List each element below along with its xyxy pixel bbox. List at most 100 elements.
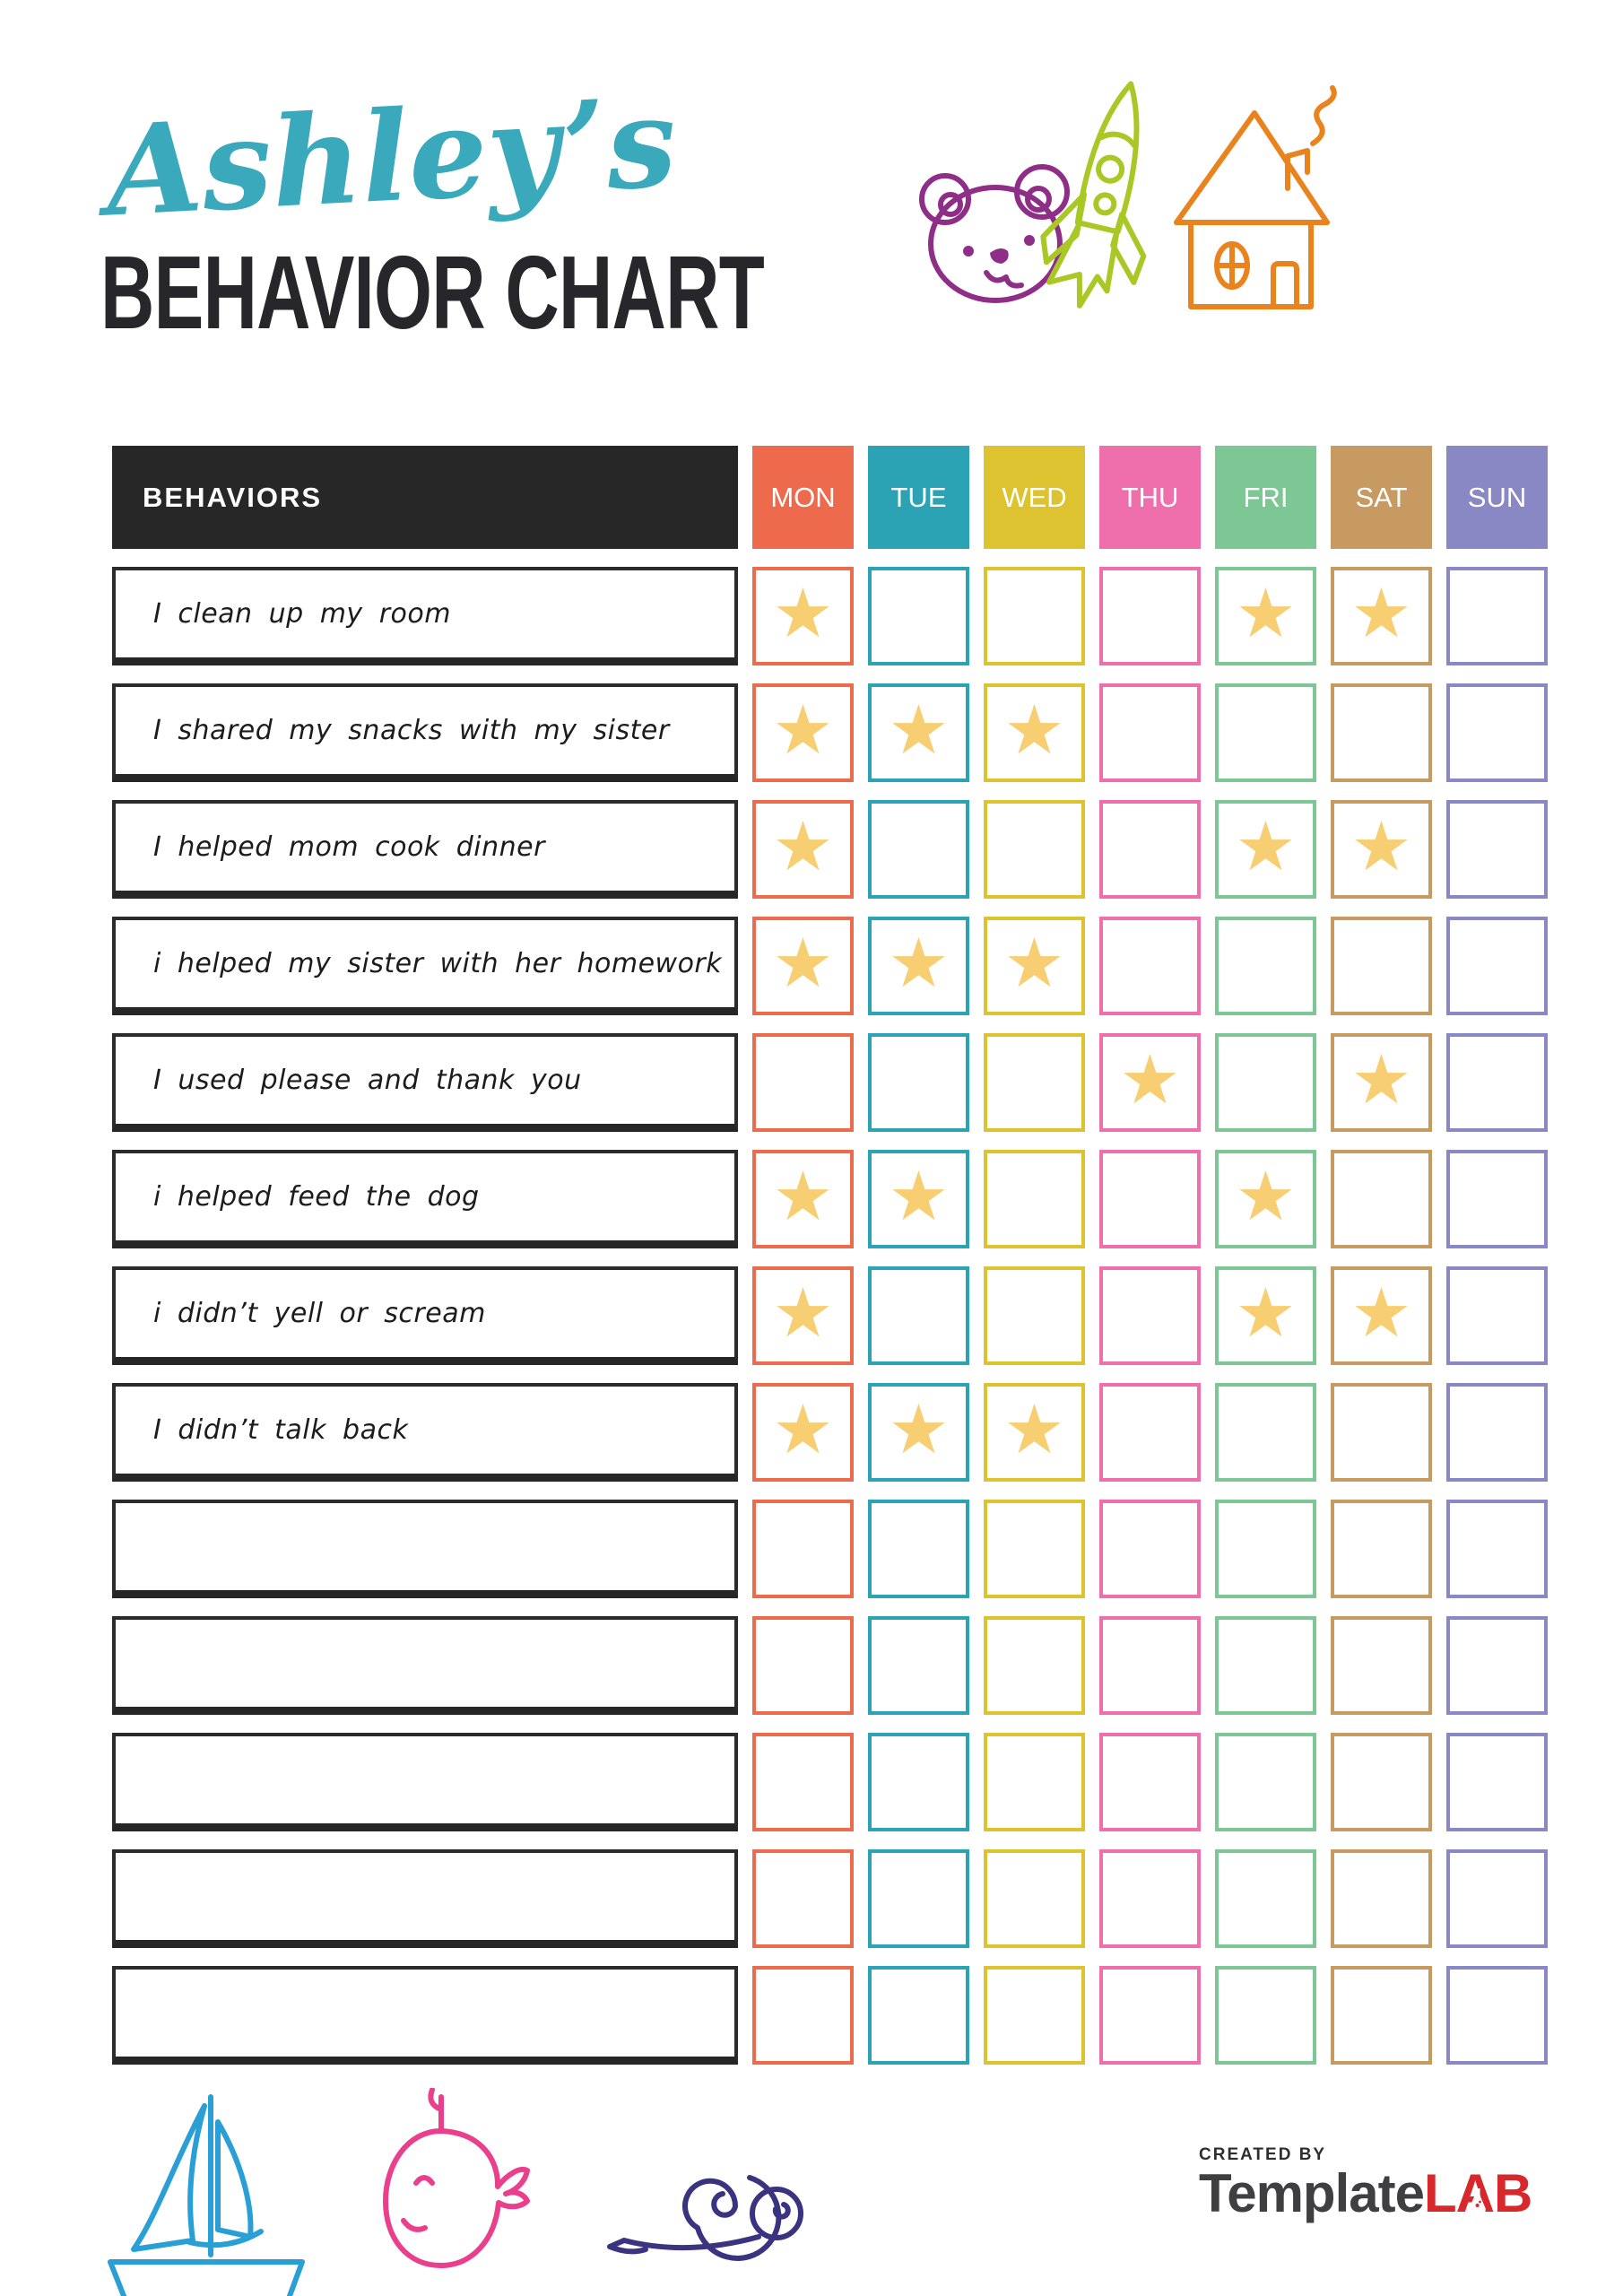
star-cell-sat-row6 [1331, 1150, 1432, 1248]
star-cell-thu-row10 [1099, 1616, 1201, 1715]
day-header-sat: SAT [1331, 446, 1432, 549]
brand-lab: LAB [1424, 2165, 1532, 2222]
star-cell-tue-row13 [868, 1966, 969, 2065]
star-icon: ★ [1350, 576, 1412, 652]
star-icon: ★ [1235, 1159, 1297, 1235]
behavior-label [112, 1733, 738, 1831]
star-icon: ★ [888, 1159, 950, 1235]
star-cell-fri-row5 [1215, 1033, 1316, 1132]
star-icon: ★ [1350, 1042, 1412, 1118]
star-cell-sat-row11 [1331, 1733, 1432, 1831]
behavior-label: i didn’t yell or scream [112, 1266, 738, 1365]
star-cell-fri-row4 [1215, 917, 1316, 1015]
star-cell-fri-row11 [1215, 1733, 1316, 1831]
star-cell-thu-row8 [1099, 1383, 1201, 1482]
star-cell-tue-row12 [868, 1849, 969, 1948]
templatelab-logo: CREATED BY TemplateLAB [1199, 2145, 1532, 2222]
star-cell-mon-row8: ★ [752, 1383, 854, 1482]
star-cell-thu-row12 [1099, 1849, 1201, 1948]
behavior-label: I used please and thank you [112, 1033, 738, 1132]
star-cell-mon-row3: ★ [752, 800, 854, 899]
star-icon: ★ [1235, 809, 1297, 885]
star-icon: ★ [888, 926, 950, 1002]
star-icon: ★ [1235, 1275, 1297, 1352]
whale-icon [383, 2088, 530, 2268]
star-cell-sun-row12 [1446, 1849, 1548, 1948]
star-icon: ★ [772, 1392, 834, 1468]
star-cell-sat-row10 [1331, 1616, 1432, 1715]
star-cell-wed-row13 [984, 1966, 1085, 2065]
star-cell-wed-row10 [984, 1616, 1085, 1715]
star-cell-sat-row9 [1331, 1500, 1432, 1598]
star-cell-wed-row3 [984, 800, 1085, 899]
star-cell-mon-row9 [752, 1500, 854, 1598]
star-cell-tue-row11 [868, 1733, 969, 1831]
house-icon [1174, 85, 1337, 309]
star-cell-sat-row12 [1331, 1849, 1432, 1948]
page-title: BEHAVIOR CHART [100, 234, 765, 351]
bear-icon [919, 164, 1070, 303]
star-cell-sun-row11 [1446, 1733, 1548, 1831]
star-icon: ★ [1003, 926, 1065, 1002]
day-header-sun: SUN [1446, 446, 1548, 549]
behavior-label [112, 1500, 738, 1598]
day-header-mon: MON [752, 446, 854, 549]
star-cell-wed-row9 [984, 1500, 1085, 1598]
star-icon: ★ [772, 809, 834, 885]
behavior-label: I shared my snacks with my sister [112, 683, 738, 782]
star-cell-tue-row10 [868, 1616, 969, 1715]
star-cell-wed-row6 [984, 1150, 1085, 1248]
star-cell-tue-row9 [868, 1500, 969, 1598]
behavior-label: I clean up my room [112, 567, 738, 665]
star-cell-sun-row2 [1446, 683, 1548, 782]
star-cell-sat-row8 [1331, 1383, 1432, 1482]
star-cell-sun-row1 [1446, 567, 1548, 665]
star-cell-tue-row4: ★ [868, 917, 969, 1015]
behavior-label [112, 1616, 738, 1715]
star-icon: ★ [1003, 1392, 1065, 1468]
star-cell-sun-row10 [1446, 1616, 1548, 1715]
child-name-title: Ashley’s [102, 68, 681, 245]
star-icon: ★ [772, 692, 834, 769]
behavior-label: i helped feed the dog [112, 1150, 738, 1248]
star-cell-mon-row11 [752, 1733, 854, 1831]
star-cell-sat-row1: ★ [1331, 567, 1432, 665]
star-cell-mon-row7: ★ [752, 1266, 854, 1365]
star-cell-fri-row1: ★ [1215, 567, 1316, 665]
star-cell-wed-row2: ★ [984, 683, 1085, 782]
star-icon: ★ [772, 1159, 834, 1235]
star-icon: ★ [1235, 576, 1297, 652]
created-by-label: CREATED BY [1199, 2145, 1327, 2164]
star-cell-wed-row8: ★ [984, 1383, 1085, 1482]
star-cell-sun-row4 [1446, 917, 1548, 1015]
day-header-tue: TUE [868, 446, 969, 549]
star-icon: ★ [1350, 809, 1412, 885]
star-cell-sun-row3 [1446, 800, 1548, 899]
star-cell-mon-row12 [752, 1849, 854, 1948]
star-icon: ★ [888, 692, 950, 769]
star-cell-mon-row2: ★ [752, 683, 854, 782]
star-cell-tue-row5 [868, 1033, 969, 1132]
star-cell-fri-row10 [1215, 1616, 1316, 1715]
behavior-label: I helped mom cook dinner [112, 800, 738, 899]
star-cell-thu-row13 [1099, 1966, 1201, 2065]
star-cell-mon-row4: ★ [752, 917, 854, 1015]
star-cell-mon-row13 [752, 1966, 854, 2065]
star-icon: ★ [772, 926, 834, 1002]
behavior-label: I didn’t talk back [112, 1383, 738, 1482]
star-cell-thu-row9 [1099, 1500, 1201, 1598]
star-cell-fri-row12 [1215, 1849, 1316, 1948]
star-cell-thu-row1 [1099, 567, 1201, 665]
star-cell-tue-row3 [868, 800, 969, 899]
star-cell-fri-row3: ★ [1215, 800, 1316, 899]
star-cell-thu-row6 [1099, 1150, 1201, 1248]
star-icon: ★ [772, 1275, 834, 1352]
lab-flask-icon [1469, 2188, 1486, 2212]
star-cell-fri-row7: ★ [1215, 1266, 1316, 1365]
star-cell-thu-row5: ★ [1099, 1033, 1201, 1132]
star-cell-mon-row10 [752, 1616, 854, 1715]
star-cell-fri-row8 [1215, 1383, 1316, 1482]
brand-template: Template [1199, 2163, 1425, 2223]
star-cell-sat-row7: ★ [1331, 1266, 1432, 1365]
sailboat-icon [108, 2094, 305, 2296]
